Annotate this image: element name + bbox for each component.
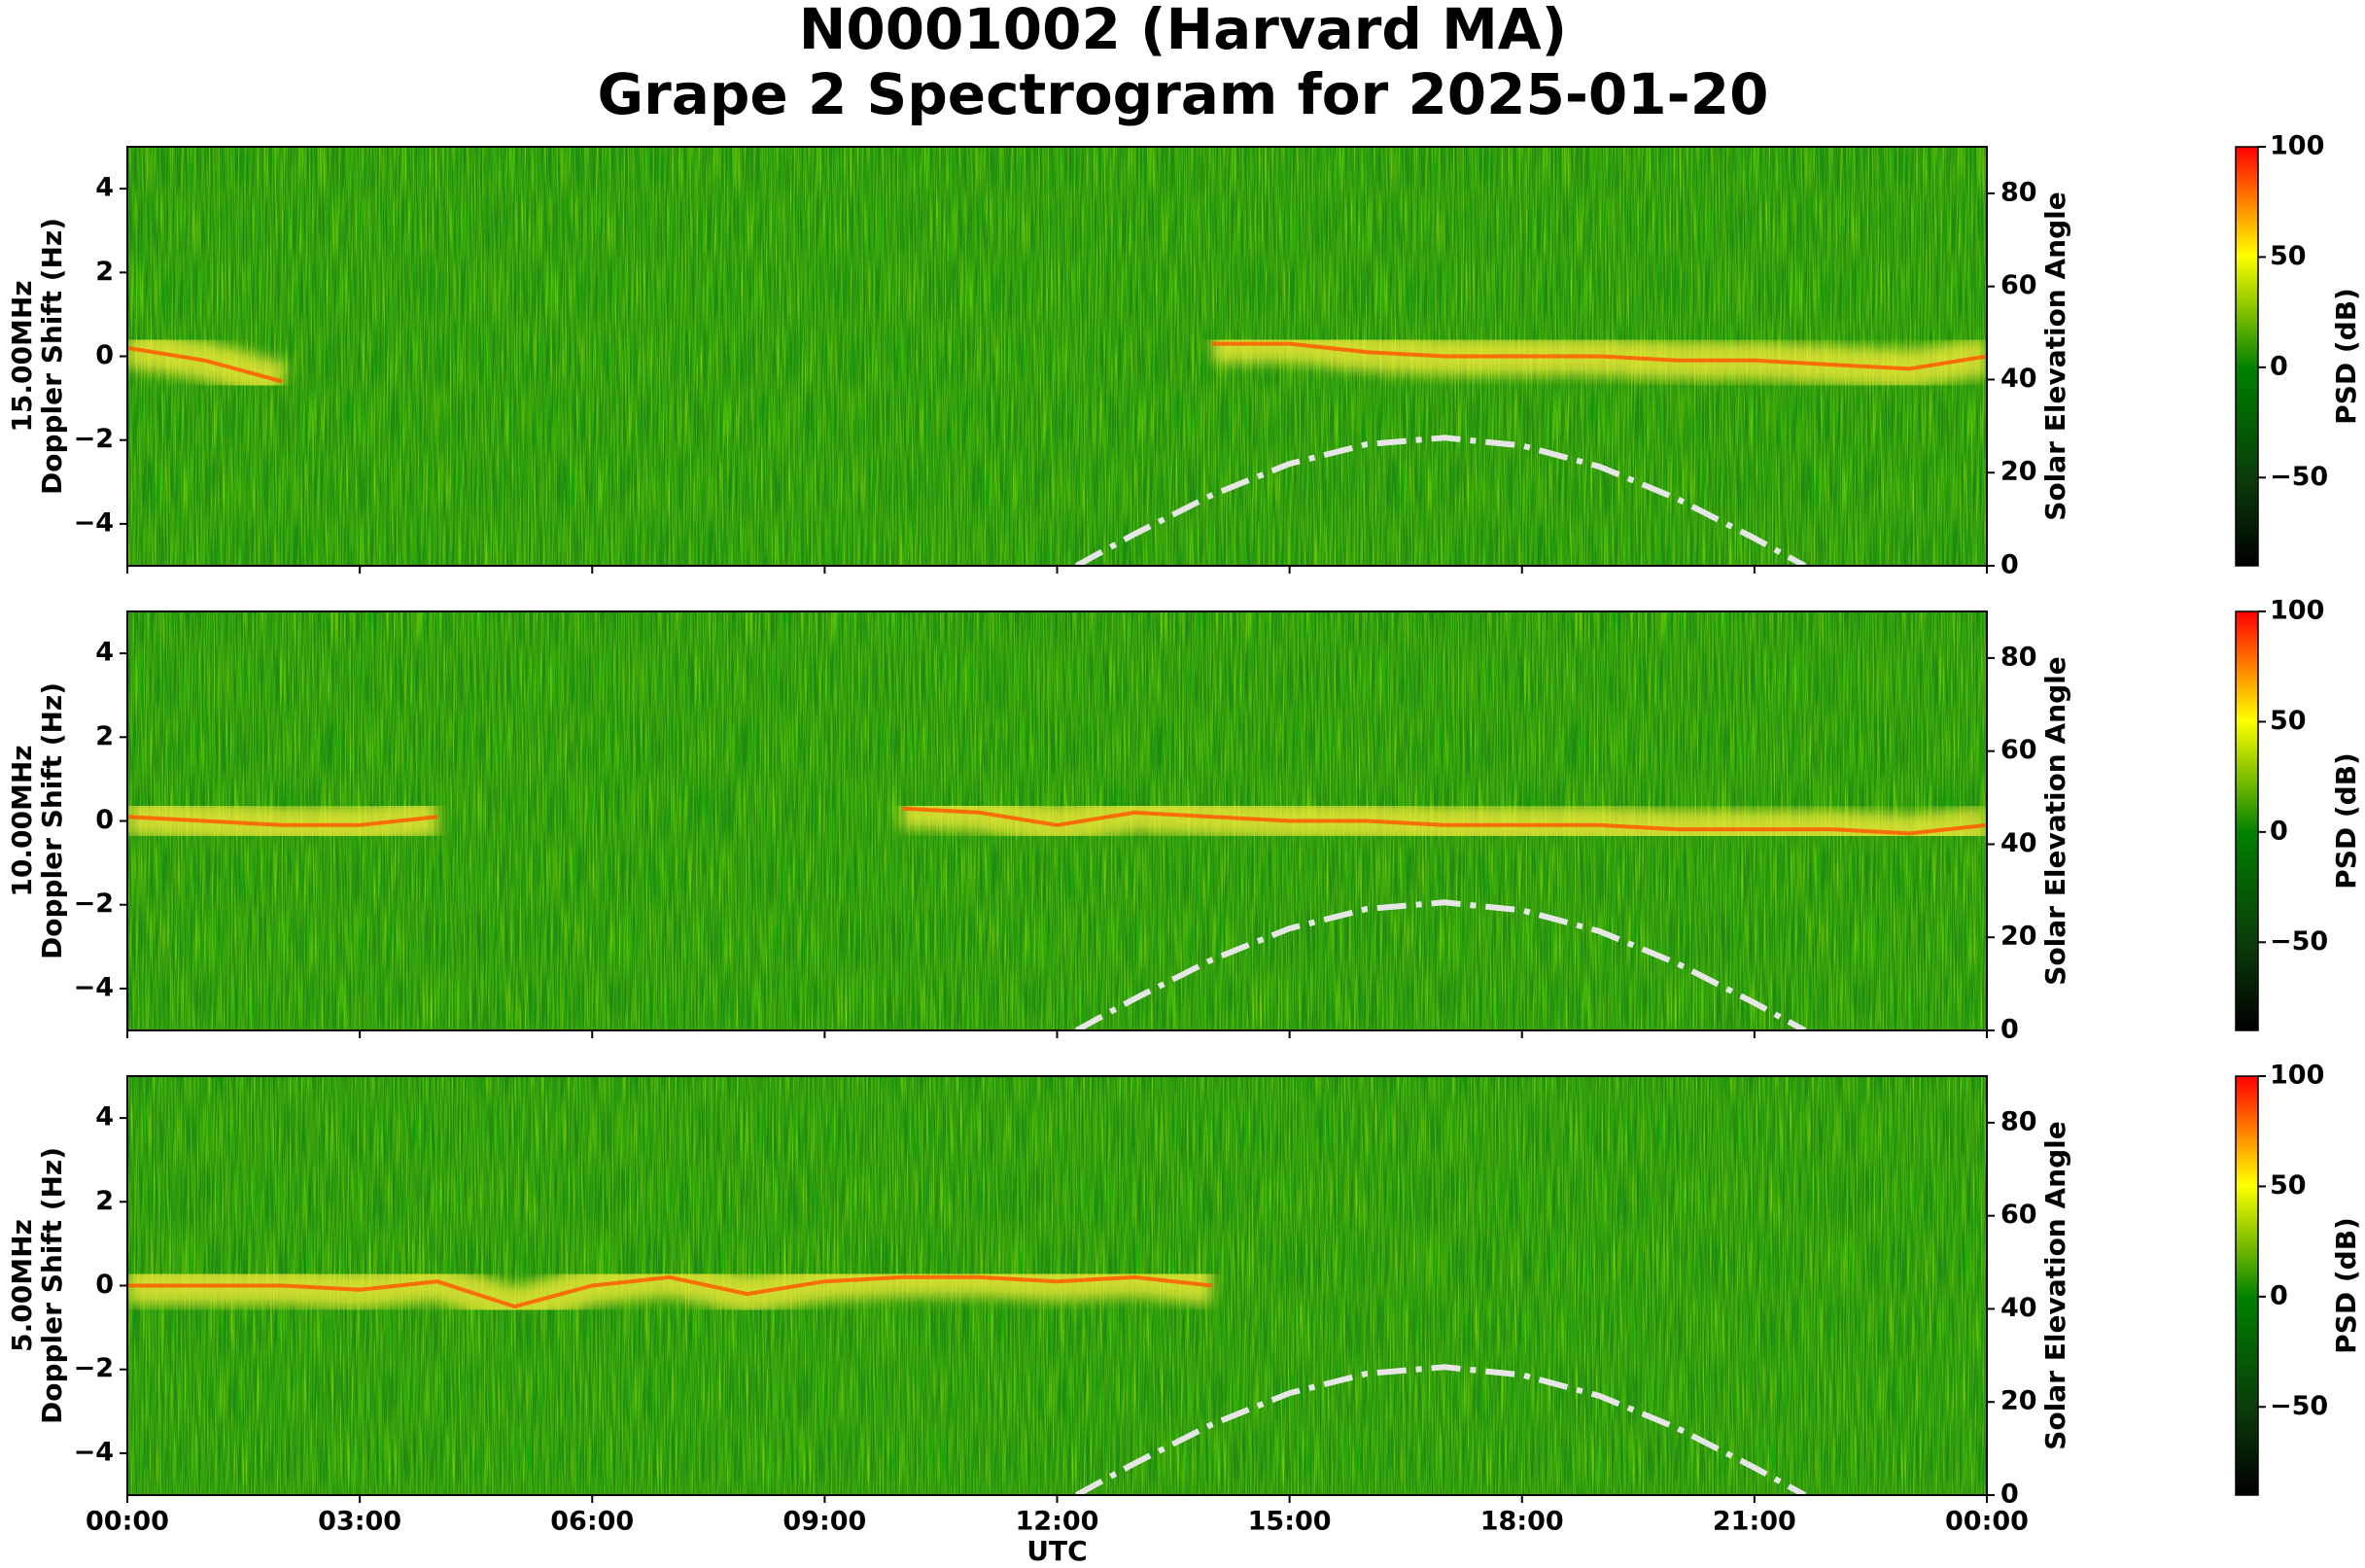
colorbar-label: PSD (dB) bbox=[2330, 752, 2362, 889]
colorbar bbox=[2235, 146, 2259, 567]
x-tick-label: 03:00 bbox=[318, 1507, 401, 1537]
y-tick-label: 2 bbox=[95, 257, 114, 287]
colorbar-tick-label: 50 bbox=[2270, 241, 2307, 271]
y-tick-label: 2 bbox=[95, 1186, 114, 1216]
colorbar-tick-label: 100 bbox=[2270, 1061, 2324, 1091]
y2-axis-label: Solar Elevation Angle bbox=[2039, 656, 2071, 985]
plot-area bbox=[127, 611, 1987, 1030]
colorbar-tick-label: 100 bbox=[2270, 131, 2324, 161]
doppler-trace bbox=[127, 806, 1987, 836]
colorbar-label: PSD (dB) bbox=[2330, 1217, 2362, 1354]
subtitle: Grape 2 Spectrogram for 2025-01-20 bbox=[598, 61, 1769, 127]
y-tick-label: 0 bbox=[95, 1270, 114, 1300]
colorbar-tick-label: −50 bbox=[2270, 926, 2328, 957]
x-tick-label: 12:00 bbox=[1016, 1507, 1099, 1537]
colorbar-tick-label: 100 bbox=[2270, 596, 2324, 626]
colorbar-tick-label: −50 bbox=[2270, 1391, 2328, 1421]
y2-tick-label: 60 bbox=[2000, 1200, 2037, 1230]
doppler-trace bbox=[127, 341, 1987, 384]
y2-tick-label: 0 bbox=[2000, 1015, 2019, 1045]
y2-tick-label: 20 bbox=[2000, 922, 2037, 952]
y2-tick-label: 20 bbox=[2000, 457, 2037, 487]
y2-tick-label: 80 bbox=[2000, 642, 2037, 672]
plot-area bbox=[127, 1076, 1987, 1495]
y-tick-label: 4 bbox=[95, 1102, 114, 1132]
y-tick-label: 4 bbox=[95, 638, 114, 668]
solar-elevation-line bbox=[1074, 899, 1807, 1030]
y2-axis-label: Solar Elevation Angle bbox=[2039, 192, 2071, 520]
y2-tick-label: 60 bbox=[2000, 270, 2037, 300]
colorbar-tick-label: 0 bbox=[2270, 816, 2288, 846]
x-tick-label: 21:00 bbox=[1713, 1507, 1796, 1537]
y2-tick-label: 0 bbox=[2000, 1480, 2019, 1510]
colorbar-tick-label: −50 bbox=[2270, 462, 2328, 492]
y2-tick-label: 0 bbox=[2000, 550, 2019, 580]
x-tick-label: 15:00 bbox=[1248, 1507, 1332, 1537]
colorbar-tick-label: 50 bbox=[2270, 706, 2307, 736]
x-tick-label: 06:00 bbox=[550, 1507, 634, 1537]
y-tick-label: −4 bbox=[74, 1437, 114, 1467]
y-tick-label: −2 bbox=[74, 889, 114, 919]
x-tick-label: 00:00 bbox=[1945, 1507, 2029, 1537]
y2-tick-label: 80 bbox=[2000, 177, 2037, 207]
plot-area bbox=[127, 147, 1987, 566]
doppler-trace bbox=[127, 1274, 1213, 1309]
y-tick-label: −4 bbox=[74, 507, 114, 538]
band-label: 15.00MHz bbox=[6, 280, 38, 432]
y-tick-label: −2 bbox=[74, 1353, 114, 1383]
y2-tick-label: 40 bbox=[2000, 828, 2037, 858]
y-axis-label: Doppler Shift (Hz) bbox=[36, 218, 68, 495]
x-tick-label: 00:00 bbox=[86, 1507, 169, 1537]
x-tick-label: 18:00 bbox=[1480, 1507, 1564, 1537]
solar-elevation-line bbox=[1074, 1364, 1807, 1495]
colorbar-label: PSD (dB) bbox=[2330, 288, 2362, 425]
y2-tick-label: 80 bbox=[2000, 1106, 2037, 1136]
y-tick-label: 0 bbox=[95, 340, 114, 370]
colorbar bbox=[2235, 610, 2259, 1031]
y2-axis-label: Solar Elevation Angle bbox=[2039, 1121, 2071, 1449]
colorbar-tick-label: 50 bbox=[2270, 1170, 2307, 1201]
y-tick-label: 4 bbox=[95, 173, 114, 203]
y-tick-label: −4 bbox=[74, 972, 114, 1002]
colorbar-tick-label: 0 bbox=[2270, 351, 2288, 381]
title: N0001002 (Harvard MA) bbox=[799, 0, 1567, 62]
y-tick-label: 2 bbox=[95, 721, 114, 751]
colorbar-tick-label: 0 bbox=[2270, 1280, 2288, 1310]
x-tick-label: 09:00 bbox=[783, 1507, 866, 1537]
y2-tick-label: 20 bbox=[2000, 1386, 2037, 1416]
y2-tick-label: 60 bbox=[2000, 735, 2037, 765]
band-label: 5.00MHz bbox=[6, 1219, 38, 1352]
colorbar bbox=[2235, 1075, 2259, 1496]
y2-tick-label: 40 bbox=[2000, 1293, 2037, 1323]
y2-tick-label: 40 bbox=[2000, 364, 2037, 394]
y-axis-label: Doppler Shift (Hz) bbox=[36, 1147, 68, 1424]
y-tick-label: 0 bbox=[95, 805, 114, 835]
y-tick-label: −2 bbox=[74, 424, 114, 454]
band-label: 10.00MHz bbox=[6, 745, 38, 896]
y-axis-label: Doppler Shift (Hz) bbox=[36, 682, 68, 959]
x-axis-label: UTC bbox=[1026, 1535, 1087, 1567]
solar-elevation-line bbox=[1074, 435, 1807, 566]
